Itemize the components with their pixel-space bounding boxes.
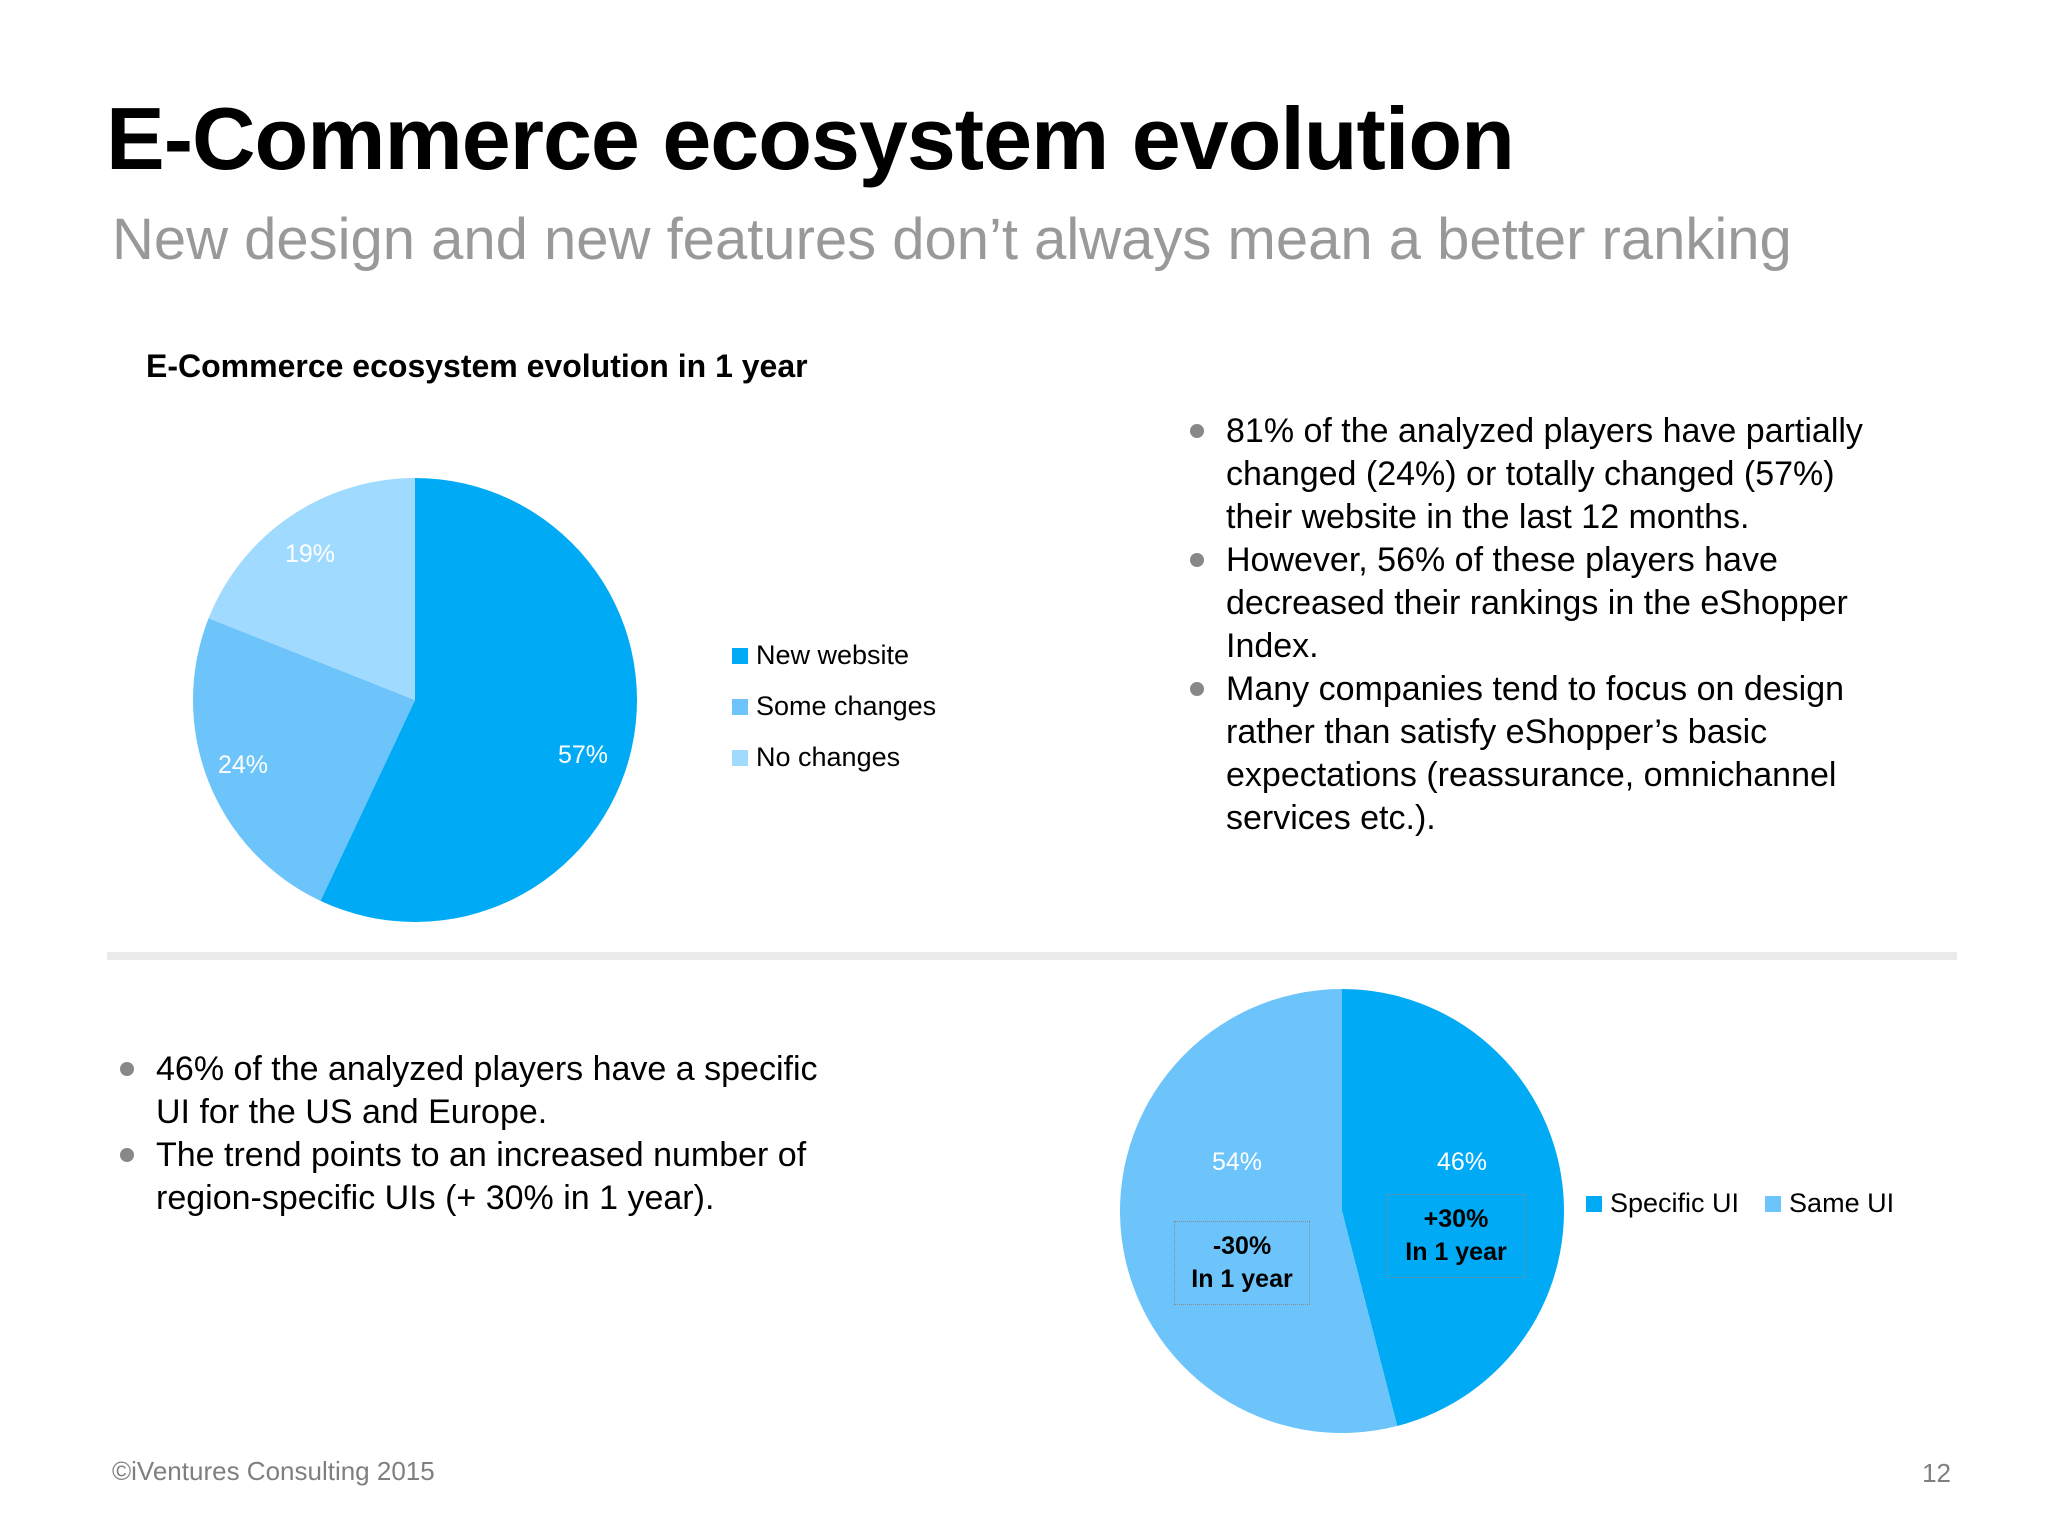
- page-number: 12: [1922, 1458, 1951, 1488]
- legend-swatch: [732, 698, 748, 715]
- pie-slice-new-website: [320, 478, 637, 922]
- pie-slice-same-ui: [1120, 989, 1398, 1433]
- callout-same-ui-change: -30% In 1 year: [1174, 1221, 1310, 1305]
- legend-label: Same UI: [1789, 1188, 1895, 1218]
- page-subtitle: New design and new features don’t always…: [112, 207, 1792, 272]
- bullet-item: The trend points to an increased number …: [116, 1134, 836, 1220]
- legend-website-changes: New website Some changes No changes: [732, 630, 936, 783]
- legend-label: No changes: [756, 742, 901, 772]
- footer-copyright: ©iVentures Consulting 2015: [112, 1456, 435, 1486]
- legend-label: New website: [756, 640, 910, 670]
- legend-label: Some changes: [756, 691, 937, 721]
- pie-chart-website-changes: 57% 24% 19%: [193, 478, 637, 922]
- callout-change: -30%: [1212, 1232, 1272, 1260]
- legend-item-new-website: New website: [732, 630, 936, 681]
- legend-label: Specific UI: [1610, 1188, 1740, 1218]
- legend-swatch: [732, 647, 748, 664]
- bullet-item: However, 56% of these players have decre…: [1186, 539, 1886, 668]
- pie-data-label: 19%: [285, 540, 335, 568]
- callout-specific-ui-change: +30% In 1 year: [1387, 1194, 1525, 1278]
- legend-item-no-changes: No changes: [732, 732, 936, 783]
- page-title: E-Commerce ecosystem evolution: [106, 89, 1515, 188]
- callout-change: +30%: [1423, 1205, 1489, 1233]
- pie-chart-ui-specificity: 46% 54%: [1120, 989, 1564, 1433]
- bullet-item: 46% of the analyzed players have a speci…: [116, 1048, 836, 1134]
- pie-data-label: 57%: [558, 741, 608, 769]
- bottom-bullet-list: 46% of the analyzed players have a speci…: [116, 1048, 836, 1220]
- legend-item-same-ui: Same UI: [1765, 1188, 1894, 1219]
- section-divider: [107, 952, 1957, 960]
- top-bullet-list: 81% of the analyzed players have partial…: [1186, 410, 1886, 840]
- legend-swatch: [732, 749, 748, 766]
- pie-slice-some-changes: [193, 618, 415, 901]
- legend-item-some-changes: Some changes: [732, 681, 936, 732]
- callout-period: In 1 year: [1405, 1238, 1507, 1266]
- bullet-item: 81% of the analyzed players have partial…: [1186, 410, 1886, 539]
- legend-swatch: [1765, 1195, 1782, 1212]
- pie-data-label: 46%: [1437, 1148, 1487, 1176]
- pie-slice-no-changes: [208, 478, 415, 700]
- legend-item-specific-ui: Specific UI: [1586, 1188, 1739, 1219]
- legend-swatch: [1586, 1195, 1602, 1212]
- pie-data-label: 24%: [218, 751, 268, 779]
- callout-period: In 1 year: [1191, 1265, 1293, 1293]
- pie-data-label: 54%: [1212, 1148, 1262, 1176]
- legend-ui-specificity: Specific UI Same UI: [1586, 1188, 1894, 1219]
- chart-title: E-Commerce ecosystem evolution in 1 year: [146, 348, 808, 384]
- pie-slice-specific-ui: [1342, 989, 1564, 1427]
- bullet-item: Many companies tend to focus on design r…: [1186, 668, 1886, 840]
